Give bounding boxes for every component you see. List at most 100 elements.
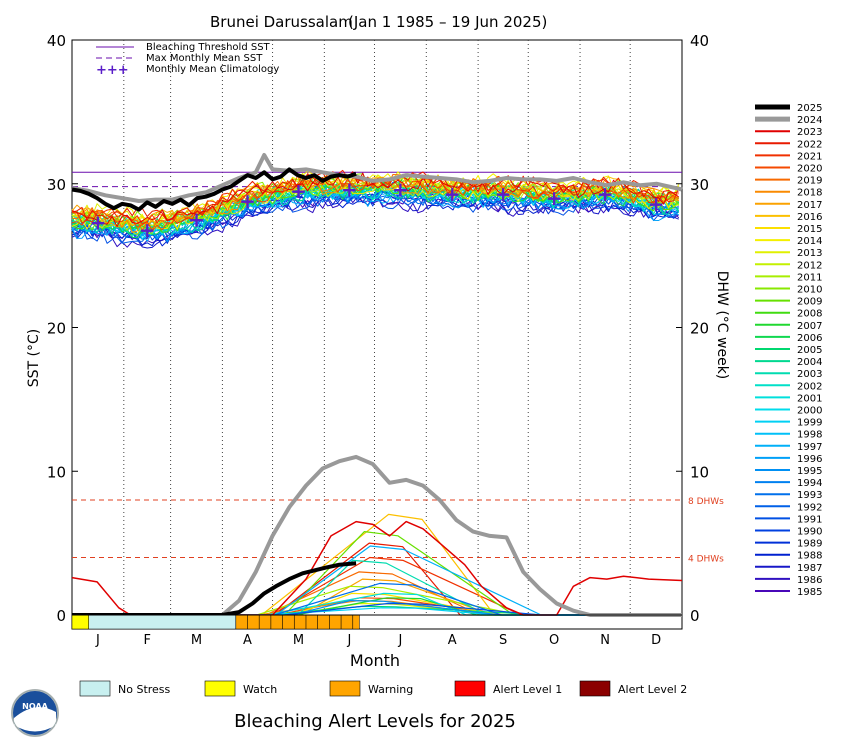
axes-labels: 0 0 10 10 20 20 30 30 40 40 J F M A M J J A S O N D (47, 32, 709, 648)
month-tick-label: S (499, 633, 507, 648)
climatology-marker: + (239, 189, 256, 213)
dhw-line-2024 (72, 454, 682, 617)
y-axis-label-right: DHW (°C week) (714, 271, 730, 380)
month-tick-label: M (293, 633, 304, 648)
year-legend-label: 2004 (797, 357, 822, 368)
alert-legend-swatch-watch (204, 680, 236, 697)
year-legend-label: 1997 (797, 442, 822, 453)
year-legend-label: 2009 (797, 297, 822, 308)
sst-line-2024 (71, 153, 683, 203)
alert-legend-label-no_stress: No Stress (118, 683, 171, 696)
alert-legend-swatch-no_stress (79, 680, 111, 697)
year-legend-label: 1985 (797, 587, 822, 598)
month-tick-label: J (347, 633, 352, 648)
sst-line-2017 (71, 175, 679, 228)
year-legend-label: 1988 (797, 551, 822, 562)
alert-segment-watch (71, 614, 89, 630)
alert-level-legend: No Stress Watch Warning Alert Level 1 Alert … (79, 680, 687, 697)
sst-line-2003 (71, 183, 680, 234)
year-legend-label: 2016 (797, 212, 822, 223)
y-tick-label-left: 30 (47, 176, 66, 194)
year-legend-label: 2013 (797, 248, 822, 259)
year-legend-label: 2021 (797, 151, 822, 162)
month-tick-label: O (549, 633, 559, 648)
climatology-marker: + (648, 192, 665, 216)
alert-strip (71, 614, 682, 630)
sst-line-2020 (71, 175, 679, 232)
month-tick-label: F (143, 633, 150, 648)
year-legend-label: 2006 (797, 333, 822, 344)
year-legend-label: 1990 (797, 527, 822, 538)
year-legend-label: 1989 (797, 539, 822, 550)
month-tick-label: J (95, 633, 100, 648)
x-axis-label: Month (350, 651, 400, 670)
year-legend-label: 2018 (797, 188, 822, 199)
climatology-marker: + (139, 218, 156, 242)
month-tick-label: A (243, 633, 252, 648)
alert-legend-label-alert2: Alert Level 2 (618, 683, 687, 696)
chart-title: Brunei Darussalam (210, 13, 353, 31)
month-tick-label: A (448, 633, 457, 648)
noaa-logo: NOAA (11, 689, 59, 737)
climatology-marker: + (90, 211, 107, 235)
year-legend-label: 1987 (797, 563, 822, 574)
year-legend-label: 2005 (797, 345, 822, 356)
alert-legend-label-watch: Watch (243, 683, 277, 696)
y-tick-label-left: 40 (47, 32, 66, 50)
y-tick-label-right: 10 (690, 463, 709, 481)
alert-legend-swatch-warning (329, 680, 361, 697)
climatology-marker: + (495, 182, 512, 206)
year-legend-label: 2024 (797, 115, 822, 126)
month-tick-label: M (191, 633, 202, 648)
year-legend-label: 1995 (797, 466, 822, 477)
chart-date-range: (Jan 1 1985 – 19 Jun 2025) (348, 13, 547, 31)
month-tick-label: N (600, 633, 610, 648)
year-legend-label: 1998 (797, 430, 822, 441)
climatology-marker: + (597, 182, 614, 206)
year-legend-label: 1996 (797, 454, 822, 465)
alert-legend-label-warning: Warning (368, 683, 413, 696)
month-tick-label: D (651, 633, 661, 648)
year-legend-label: 2012 (797, 260, 822, 271)
year-legend-label: 2025 (797, 103, 822, 114)
year-legend-label: 2015 (797, 224, 822, 235)
y-tick-label-right: 0 (690, 607, 700, 625)
top-legend: Bleaching Threshold SST Max Monthly Mean… (96, 42, 279, 78)
year-legend-label: 2017 (797, 200, 822, 211)
year-legend-label: 2002 (797, 381, 822, 392)
alert-segment-no_stress (88, 614, 237, 630)
year-legend-label: 2011 (797, 272, 822, 283)
year-legend-label: 1991 (797, 514, 822, 525)
year-legend-label: 2014 (797, 236, 822, 247)
climatology-marker: + (188, 208, 205, 232)
climatology-marker: + (392, 178, 409, 202)
climatology-marker: + (290, 179, 307, 203)
legend-mmm-label: Max Monthly Mean SST (146, 53, 263, 64)
year-legend-label: 2007 (797, 321, 822, 332)
legend-threshold-label: Bleaching Threshold SST (146, 42, 271, 53)
year-legend-label: 2010 (797, 285, 822, 296)
climatology-marker: + (546, 186, 563, 210)
y-tick-label-right: 40 (690, 32, 709, 50)
year-legend-label: 2003 (797, 369, 822, 380)
dhw-threshold-label: 8 DHWs (688, 497, 724, 507)
year-series (71, 153, 683, 617)
year-legend-label: 2019 (797, 176, 822, 187)
year-legend-label: 2023 (797, 127, 822, 138)
year-legend-label: 1986 (797, 575, 822, 586)
alert-legend-swatch-alert1 (454, 680, 486, 697)
legend-climatology-marker: +++ (96, 63, 129, 78)
logo-text: NOAA (22, 702, 48, 711)
year-legend-label: 1999 (797, 418, 822, 429)
y-tick-label-right: 30 (690, 176, 709, 194)
dhw-threshold-label: 4 DHWs (688, 555, 724, 565)
climatology-marker: + (341, 178, 358, 202)
year-legend-label: 2008 (797, 309, 822, 320)
year-legend-label: 2000 (797, 406, 822, 417)
year-legend-label: 1992 (797, 502, 822, 513)
climatology-markers: + + + + + + + + + + + + (90, 178, 665, 242)
month-gridlines (123, 40, 631, 615)
alert-legend-swatch-alert2 (579, 680, 611, 697)
alert-legend-label-alert1: Alert Level 1 (493, 683, 562, 696)
